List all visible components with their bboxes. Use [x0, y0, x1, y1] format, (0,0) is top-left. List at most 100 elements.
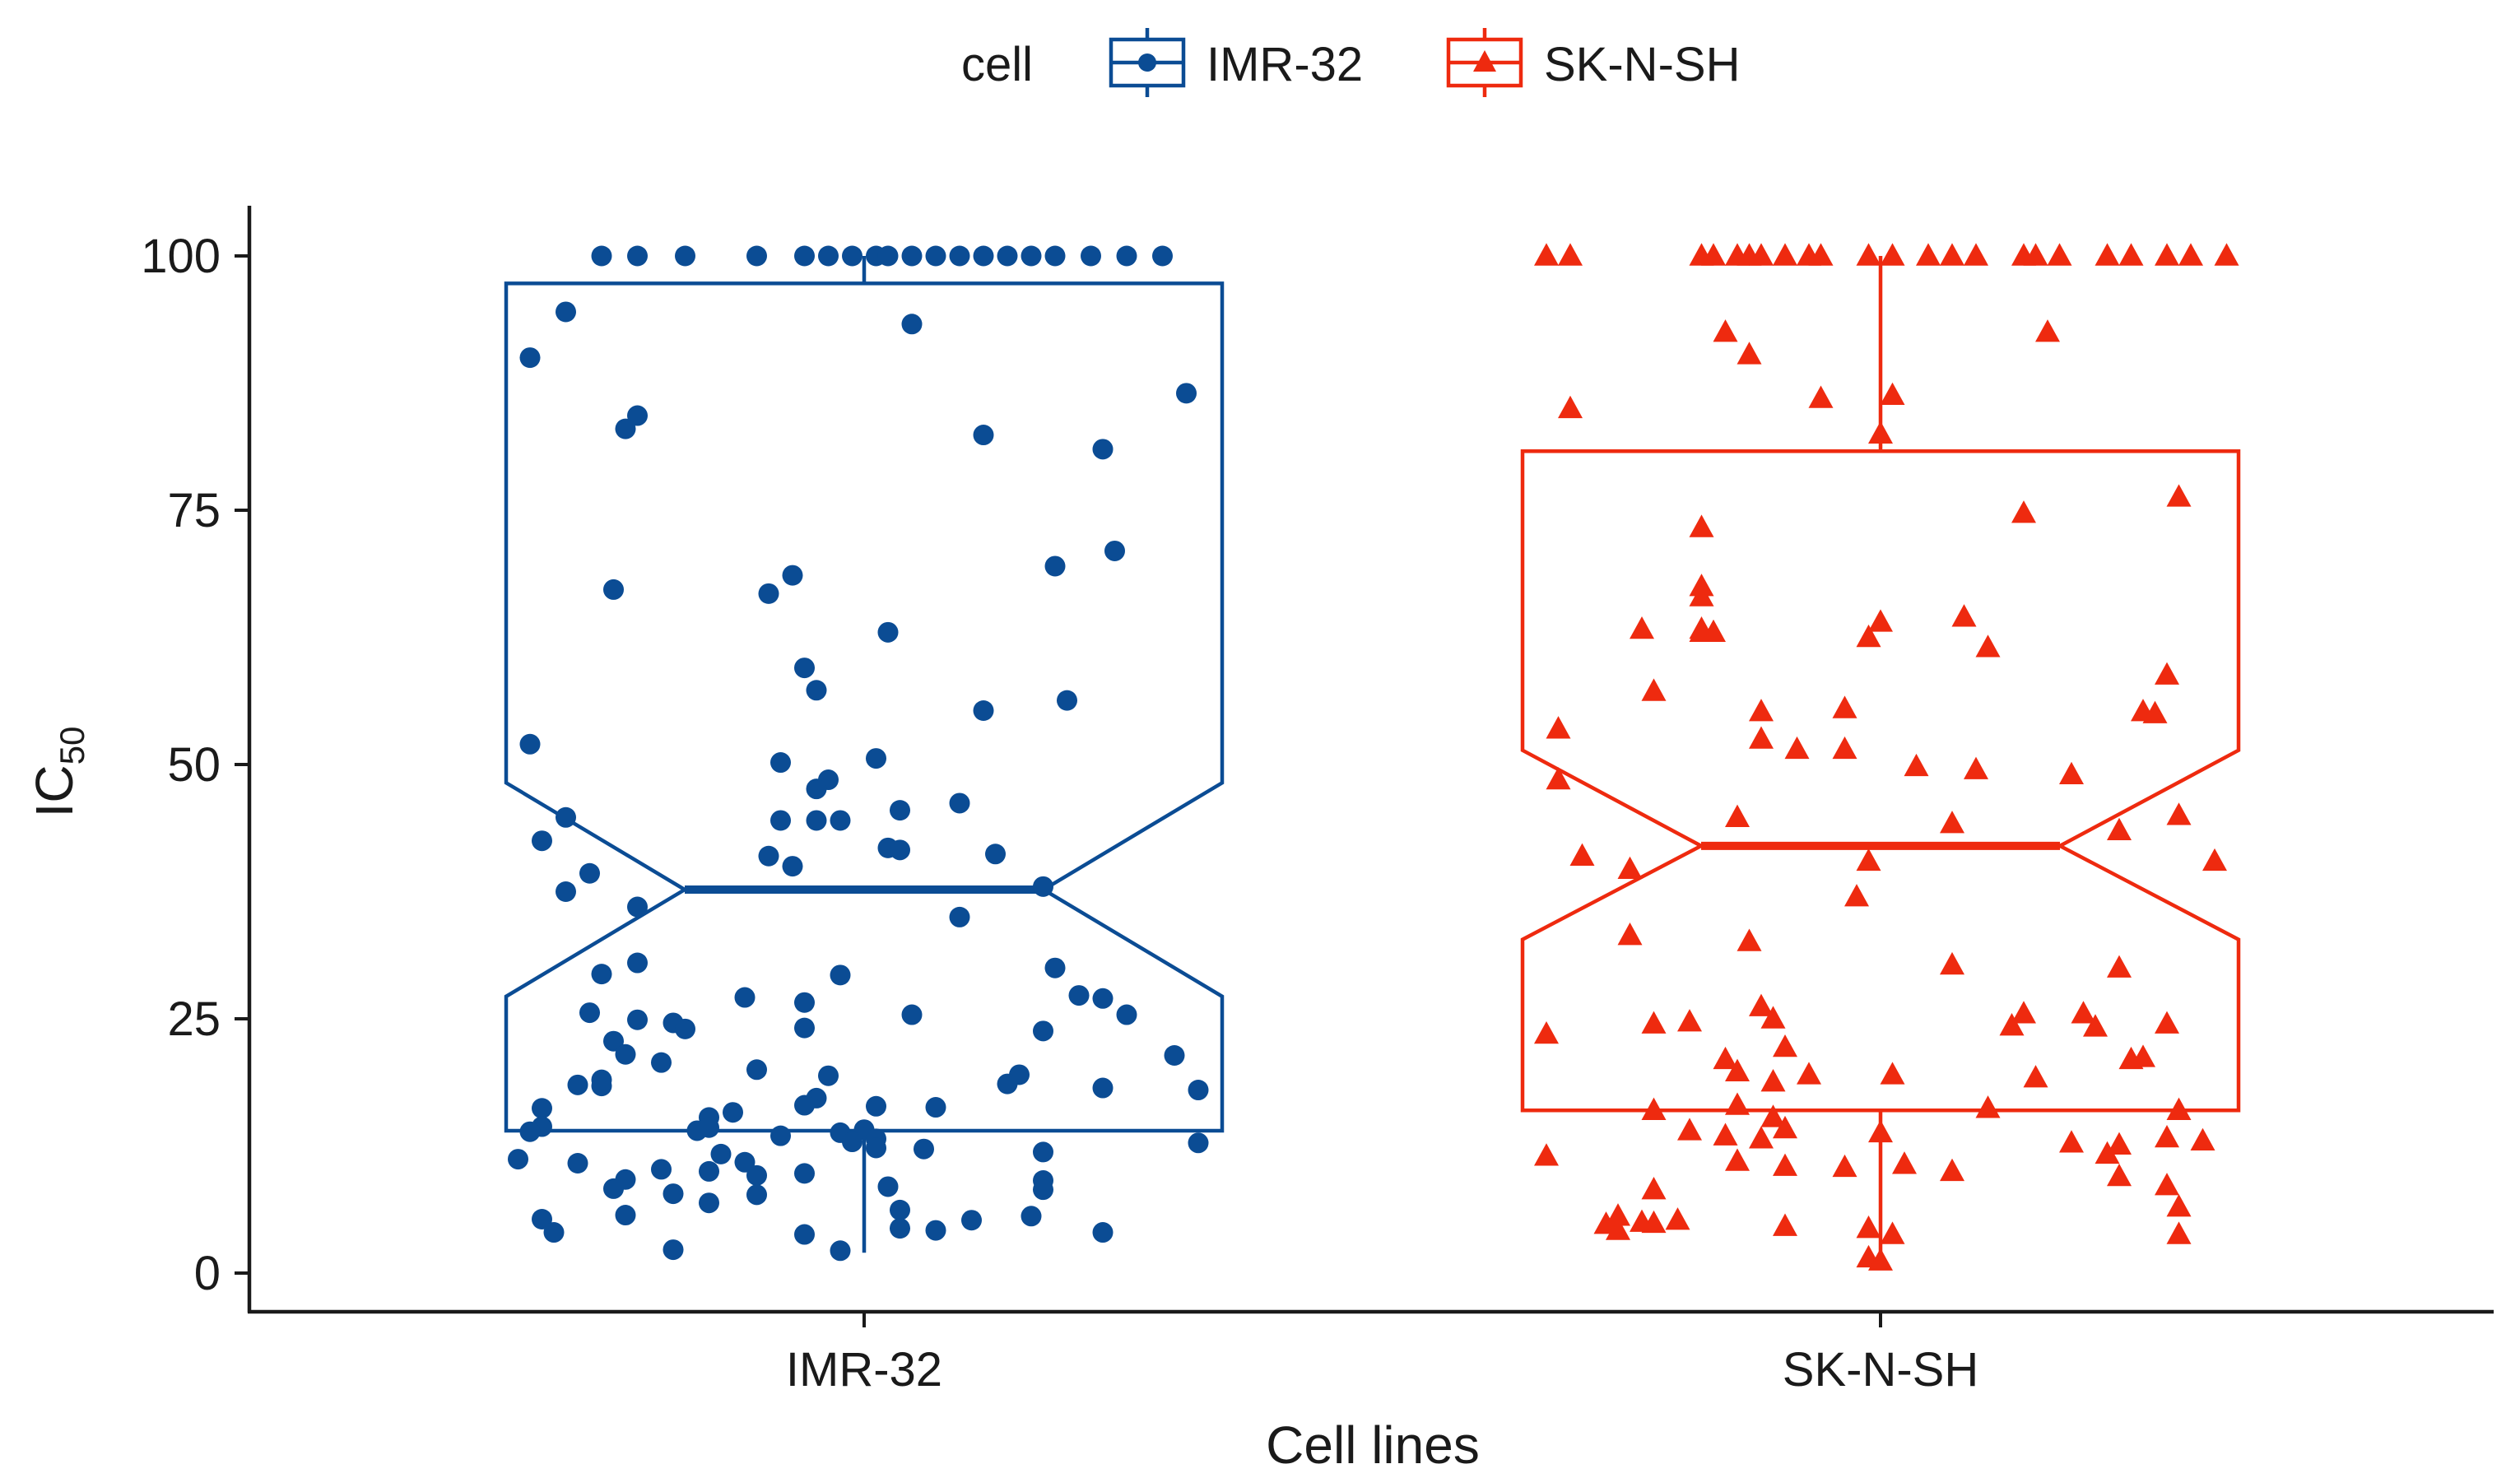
point-SK-N-SH-82 [1880, 1062, 1905, 1085]
y-tick-label-2: 50 [167, 738, 221, 792]
point-SK-N-SH-0 [1534, 243, 1559, 266]
point-SK-N-SH-17 [2047, 243, 2072, 266]
point-SK-N-SH-125 [1868, 1248, 1893, 1271]
point-IMR-32-118 [663, 1183, 684, 1205]
point-IMR-32-132 [1092, 1222, 1114, 1243]
point-IMR-32-106 [1188, 1132, 1209, 1154]
point-IMR-32-115 [746, 1164, 767, 1186]
point-IMR-32-89 [794, 1095, 815, 1116]
point-SK-N-SH-95 [1773, 1115, 1797, 1139]
point-IMR-32-110 [734, 1151, 756, 1173]
legend-key-marker-0 [1138, 53, 1156, 72]
point-IMR-32-123 [699, 1192, 719, 1214]
y-tick-label-1: 25 [167, 992, 221, 1046]
point-IMR-32-131 [890, 1218, 910, 1239]
point-SK-N-SH-69 [2107, 955, 2132, 978]
point-IMR-32-62 [1044, 957, 1066, 978]
point-SK-N-SH-104 [1534, 1143, 1559, 1166]
point-SK-N-SH-65 [1844, 884, 1869, 907]
point-IMR-32-99 [770, 1125, 791, 1146]
point-IMR-32-72 [675, 1018, 695, 1039]
point-IMR-32-13 [997, 245, 1018, 267]
point-IMR-32-33 [794, 658, 815, 679]
point-IMR-32-77 [1164, 1044, 1185, 1066]
point-IMR-32-127 [961, 1210, 982, 1231]
y-axis-title-subscript: 50 [53, 727, 91, 765]
point-SK-N-SH-12 [1916, 243, 1941, 266]
point-IMR-32-21 [901, 314, 923, 335]
point-IMR-32-66 [794, 992, 815, 1013]
point-SK-N-SH-11 [1880, 243, 1905, 266]
legend-key-marker-1 [1473, 50, 1496, 72]
point-IMR-32-55 [1033, 876, 1053, 897]
point-SK-N-SH-120 [1773, 1213, 1797, 1236]
point-IMR-32-92 [532, 1098, 552, 1119]
point-SK-N-SH-100 [2190, 1127, 2215, 1151]
point-IMR-32-86 [1092, 1077, 1114, 1099]
point-IMR-32-23 [627, 405, 648, 426]
point-IMR-32-12 [973, 245, 994, 267]
legend-label-1: SK-N-SH [1544, 38, 1740, 91]
point-IMR-32-119 [746, 1184, 767, 1206]
point-IMR-32-24 [615, 418, 636, 439]
point-IMR-32-69 [901, 1004, 923, 1025]
point-SK-N-SH-18 [2095, 243, 2120, 266]
point-IMR-32-4 [794, 245, 815, 267]
legend-key-IMR-32 [1109, 28, 1186, 97]
point-IMR-32-29 [782, 565, 803, 586]
point-SK-N-SH-123 [2166, 1221, 2192, 1244]
point-IMR-32-5 [818, 245, 839, 267]
point-IMR-32-38 [866, 748, 886, 769]
point-SK-N-SH-31 [2166, 484, 2192, 507]
point-IMR-32-104 [866, 1137, 886, 1159]
point-IMR-32-134 [663, 1239, 684, 1261]
point-SK-N-SH-86 [1760, 1069, 1786, 1092]
point-IMR-32-16 [1081, 245, 1101, 267]
point-SK-N-SH-79 [1534, 1020, 1559, 1044]
point-IMR-32-112 [651, 1159, 672, 1180]
point-SK-N-SH-98 [1868, 1119, 1893, 1143]
x-tick-label-0: IMR-32 [786, 1343, 942, 1397]
point-IMR-32-52 [758, 845, 779, 867]
point-SK-N-SH-21 [2178, 243, 2203, 266]
y-tick-label-3: 75 [167, 484, 221, 537]
point-SK-N-SH-60 [2107, 817, 2132, 841]
point-SK-N-SH-73 [2071, 1001, 2096, 1024]
point-IMR-32-48 [532, 830, 552, 852]
point-IMR-32-85 [567, 1074, 588, 1095]
point-SK-N-SH-16 [2023, 243, 2048, 266]
point-IMR-32-111 [699, 1160, 719, 1182]
point-SK-N-SH-94 [1760, 1104, 1786, 1127]
point-SK-N-SH-76 [1999, 1013, 2025, 1036]
point-IMR-32-27 [1104, 540, 1125, 561]
point-IMR-32-83 [997, 1073, 1018, 1095]
point-IMR-32-133 [794, 1224, 815, 1245]
point-SK-N-SH-111 [2155, 1173, 2179, 1196]
point-SK-N-SH-84 [1725, 1058, 1750, 1081]
point-SK-N-SH-57 [1725, 804, 1750, 827]
x-tick-label-1: SK-N-SH [1783, 1343, 1978, 1397]
point-SK-N-SH-109 [1940, 1158, 1964, 1182]
point-IMR-32-117 [603, 1178, 624, 1199]
point-SK-N-SH-99 [2155, 1125, 2179, 1148]
point-SK-N-SH-72 [2011, 1001, 2036, 1024]
point-SK-N-SH-61 [2202, 848, 2227, 871]
point-SK-N-SH-75 [2155, 1011, 2179, 1034]
point-SK-N-SH-55 [2059, 761, 2084, 785]
point-SK-N-SH-74 [2083, 1014, 2108, 1037]
point-IMR-32-56 [556, 881, 576, 902]
y-axis-title-main: IC [25, 765, 84, 817]
point-SK-N-SH-30 [2011, 500, 2036, 523]
point-SK-N-SH-97 [1749, 1126, 1774, 1149]
point-SK-N-SH-93 [1677, 1118, 1702, 1141]
point-IMR-32-53 [782, 856, 803, 877]
point-SK-N-SH-19 [2118, 243, 2144, 266]
point-SK-N-SH-49 [1546, 716, 1571, 739]
point-IMR-32-105 [914, 1138, 934, 1160]
y-tick-label-0: 0 [194, 1247, 221, 1300]
point-IMR-32-128 [1021, 1206, 1042, 1227]
point-IMR-32-122 [1033, 1179, 1053, 1201]
point-SK-N-SH-101 [2059, 1130, 2084, 1153]
box-IMR-32 [504, 281, 1225, 1133]
boxplots [504, 256, 2241, 1253]
